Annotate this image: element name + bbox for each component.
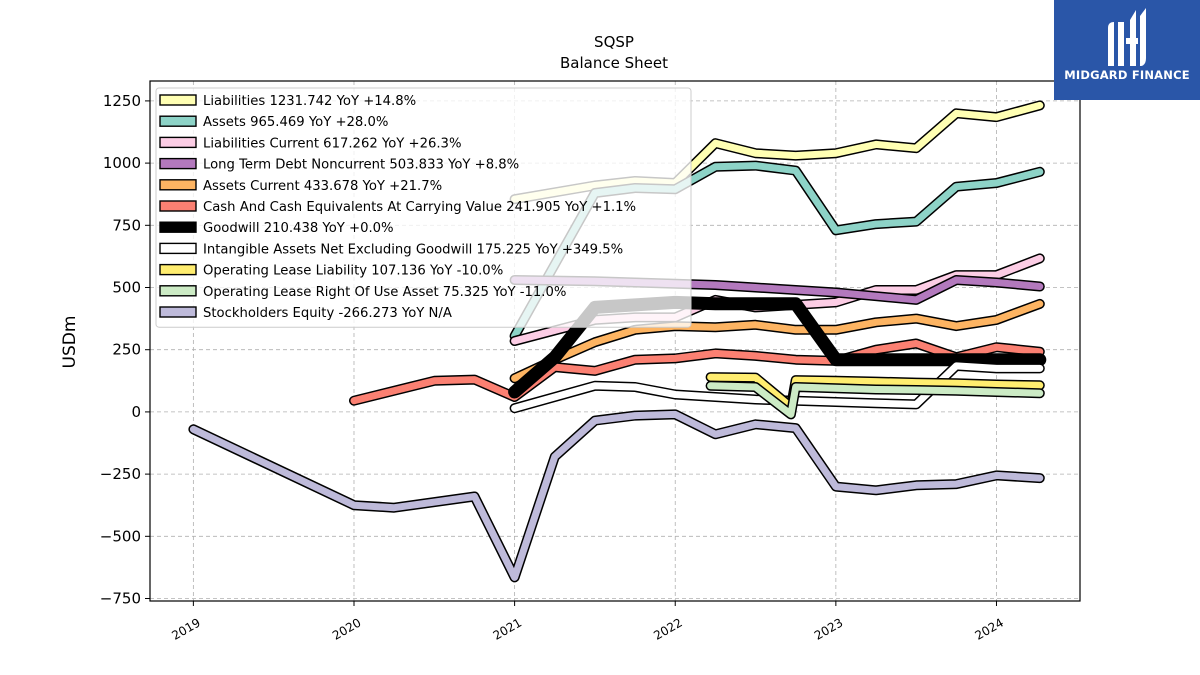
- series-10: [188, 409, 1045, 583]
- series-line: [511, 300, 1044, 382]
- y-tick-label: −750: [100, 590, 141, 608]
- y-tick-label: 250: [112, 341, 141, 359]
- legend-swatch: [159, 200, 197, 212]
- legend-item: Stockholders Equity -266.273 YoY N/A: [159, 306, 452, 321]
- y-tick-label: 0: [131, 403, 141, 421]
- legend-label: Liabilities 1231.742 YoY +14.8%: [203, 94, 416, 109]
- legend-label: Long Term Debt Noncurrent 503.833 YoY +8…: [203, 158, 519, 173]
- y-tick-label: −250: [100, 465, 141, 483]
- legend-swatch: [159, 285, 197, 297]
- series-line: [350, 340, 1044, 405]
- series-line: [707, 382, 1044, 418]
- legend-item: Liabilities Current 617.262 YoY +26.3%: [159, 136, 461, 151]
- series-line: [189, 410, 1044, 581]
- x-tick-label: 2020: [330, 615, 363, 642]
- legend-swatch: [159, 263, 197, 276]
- legend-swatch: [159, 179, 197, 191]
- x-tick-label: 2022: [651, 615, 684, 642]
- legend-item: Intangible Assets Net Excluding Goodwill…: [159, 242, 623, 257]
- x-tick-label: 2023: [812, 615, 845, 642]
- x-tick-label: 2021: [491, 615, 524, 642]
- legend-swatch: [159, 94, 197, 106]
- legend-label: Liabilities Current 617.262 YoY +26.3%: [203, 136, 461, 151]
- y-tick-label: 1000: [103, 154, 141, 172]
- legend-item: Liabilities 1231.742 YoY +14.8%: [159, 94, 416, 109]
- legend-label: Goodwill 210.438 YoY +0.0%: [203, 221, 394, 236]
- series-line: [707, 373, 1044, 411]
- series-5: [349, 338, 1045, 406]
- plot-frame: [149, 80, 1081, 602]
- chart-title: SQSP: [594, 33, 634, 51]
- legend-swatch: [159, 115, 197, 127]
- legend-item: Goodwill 210.438 YoY +0.0%: [159, 221, 394, 236]
- legend-label: Assets Current 433.678 YoY +21.7%: [203, 179, 442, 194]
- y-tick-label: −500: [100, 527, 141, 545]
- y-tick-label: 500: [112, 279, 141, 297]
- legend-swatch: [159, 306, 197, 318]
- legend-item: Operating Lease Right Of Use Asset 75.32…: [159, 285, 566, 300]
- legend-item: Cash And Cash Equivalents At Carrying Va…: [159, 200, 636, 215]
- x-tick-label: 2019: [169, 615, 202, 642]
- legend-item: Assets Current 433.678 YoY +21.7%: [159, 179, 442, 194]
- legend-swatch: [159, 136, 197, 149]
- chart-subtitle: Balance Sheet: [560, 54, 668, 72]
- series-9: [705, 380, 1045, 420]
- series-4: [509, 298, 1045, 384]
- legend-swatch: [159, 221, 197, 233]
- series-line-outline: [188, 409, 1045, 583]
- legend-label: Operating Lease Liability 107.136 YoY -1…: [203, 264, 503, 279]
- legend-label: Cash And Cash Equivalents At Carrying Va…: [203, 200, 636, 215]
- legend: Liabilities 1231.742 YoY +14.8% Assets 96…: [155, 87, 692, 328]
- legend-swatch: [159, 242, 197, 255]
- legend-label: Assets 965.469 YoY +28.0%: [203, 115, 388, 130]
- legend-label: Operating Lease Right Of Use Asset 75.32…: [203, 285, 566, 300]
- y-tick-label: 750: [112, 216, 141, 234]
- x-tick-label: 2024: [973, 615, 1006, 642]
- legend-swatch: [159, 157, 197, 170]
- series-8: [705, 372, 1045, 412]
- legend-item: Operating Lease Liability 107.136 YoY -1…: [159, 263, 503, 279]
- legend-label: Stockholders Equity -266.273 YoY N/A: [203, 306, 452, 321]
- legend-label: Intangible Assets Net Excluding Goodwill…: [203, 242, 623, 257]
- y-tick-label: 1250: [103, 92, 141, 110]
- legend-item: Long Term Debt Noncurrent 503.833 YoY +8…: [159, 157, 519, 173]
- midgard-finance-logo: MIDGARD FINANCE: [1054, 0, 1200, 100]
- brand-name: MIDGARD FINANCE: [1064, 68, 1190, 82]
- legend-item: Assets 965.469 YoY +28.0%: [159, 115, 388, 130]
- brand-mark-icon: [1108, 8, 1146, 66]
- legend-box: [155, 87, 692, 328]
- y-axis-label: USDm: [60, 316, 80, 369]
